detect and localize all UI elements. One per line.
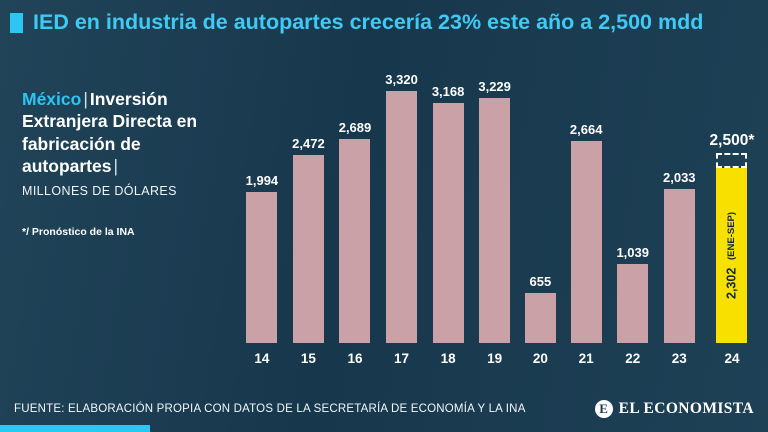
bar-value-label: 2,664 bbox=[569, 122, 603, 137]
header: IED en industria de autopartes crecería … bbox=[10, 10, 760, 36]
bar-value-label: 2,472 bbox=[292, 136, 325, 151]
bar-column-17: 3,320 17 bbox=[385, 72, 418, 366]
x-axis-label: 21 bbox=[578, 351, 594, 366]
region-label: México bbox=[22, 89, 82, 109]
x-axis-label: 15 bbox=[300, 351, 316, 366]
chart-description-panel: México | Inversión Extranjera Directa en f… bbox=[22, 88, 240, 238]
page-title: IED en industria de autopartes crecería … bbox=[33, 10, 704, 34]
bar bbox=[246, 192, 278, 343]
bar bbox=[524, 293, 556, 343]
divider: | bbox=[83, 89, 88, 109]
x-axis-label: 16 bbox=[347, 351, 363, 366]
x-axis-label: 24 bbox=[724, 351, 740, 366]
bar-value-label: 1,994 bbox=[245, 173, 279, 188]
bar bbox=[663, 189, 695, 343]
bar-column-21: 2,664 21 bbox=[570, 122, 603, 366]
bar-column-15: 2,472 15 bbox=[292, 136, 325, 366]
bar-value-label: 3,320 bbox=[385, 72, 418, 87]
divider: | bbox=[113, 156, 119, 177]
bar-column-16: 2,689 16 bbox=[339, 120, 372, 366]
title-accent-square bbox=[10, 13, 23, 33]
bar-value-label: 3,229 bbox=[478, 79, 511, 94]
x-axis-label: 20 bbox=[532, 351, 548, 366]
bar-column-14: 1,994 14 bbox=[246, 173, 279, 366]
x-axis-label: 19 bbox=[487, 351, 503, 366]
x-axis-label: 17 bbox=[394, 351, 410, 366]
bar-chart: 1,994 14 2,472 15 2,689 16 3,320 17 3,168 18 3,229… bbox=[246, 72, 755, 366]
bar-value-label: 3,168 bbox=[431, 84, 465, 99]
bar bbox=[386, 91, 418, 343]
units-label: MILLONES DE DÓLARES bbox=[22, 183, 177, 198]
chart-description: México | Inversión Extranjera Directa en f… bbox=[22, 88, 240, 200]
chart-subtitle: Inversión Extranjera Directa en fabricac… bbox=[22, 89, 198, 177]
forecast-dashed-box bbox=[716, 153, 748, 168]
x-axis-label: 14 bbox=[254, 351, 270, 366]
bar-column-22: 1,039 22 bbox=[616, 245, 649, 366]
bar-column-18: 3,168 18 bbox=[432, 84, 465, 366]
bar bbox=[339, 139, 371, 343]
x-axis-label: 22 bbox=[625, 351, 641, 366]
bar bbox=[617, 264, 649, 343]
brand: E EL ECONOMISTA bbox=[594, 400, 754, 418]
bar-column-23: 2,033 23 bbox=[663, 170, 696, 366]
bottom-accent-strip bbox=[0, 425, 150, 432]
source-line: FUENTE: ELABORACIÓN PROPIA CON DATOS DE … bbox=[14, 403, 526, 415]
bar bbox=[432, 103, 464, 343]
brand-name: EL ECONOMISTA bbox=[618, 400, 754, 417]
x-axis-label: 18 bbox=[440, 351, 456, 366]
footnote: */ Pronóstico de la INA bbox=[22, 225, 135, 238]
bar-value-label: 2,033 bbox=[663, 170, 696, 185]
forecast-value-label: 2,500* bbox=[709, 132, 755, 149]
bar bbox=[570, 141, 602, 343]
bar-value-label: 2,689 bbox=[338, 120, 372, 135]
bar-value-label: 655 bbox=[529, 274, 552, 289]
x-axis-label: 23 bbox=[671, 351, 687, 366]
chart-bars: 1,994 14 2,472 15 2,689 16 3,320 17 3,168 18 3,229… bbox=[246, 72, 755, 366]
highlight-bar-label: 2,302 (ENE-SEP) bbox=[724, 212, 739, 299]
bar-column-20: 655 20 bbox=[524, 274, 556, 366]
highlight-bar: 2,302 (ENE-SEP) bbox=[716, 168, 748, 343]
bar-column-24: 2,500* 2,302 (ENE-SEP) 24 bbox=[710, 132, 755, 366]
bar-value-label: 1,039 bbox=[616, 245, 649, 260]
bar-column-19: 3,229 19 bbox=[478, 79, 511, 366]
el-economista-logo-icon: E bbox=[594, 400, 613, 418]
bar bbox=[292, 155, 324, 343]
footer: FUENTE: ELABORACIÓN PROPIA CON DATOS DE … bbox=[14, 400, 754, 418]
bar bbox=[479, 98, 511, 343]
